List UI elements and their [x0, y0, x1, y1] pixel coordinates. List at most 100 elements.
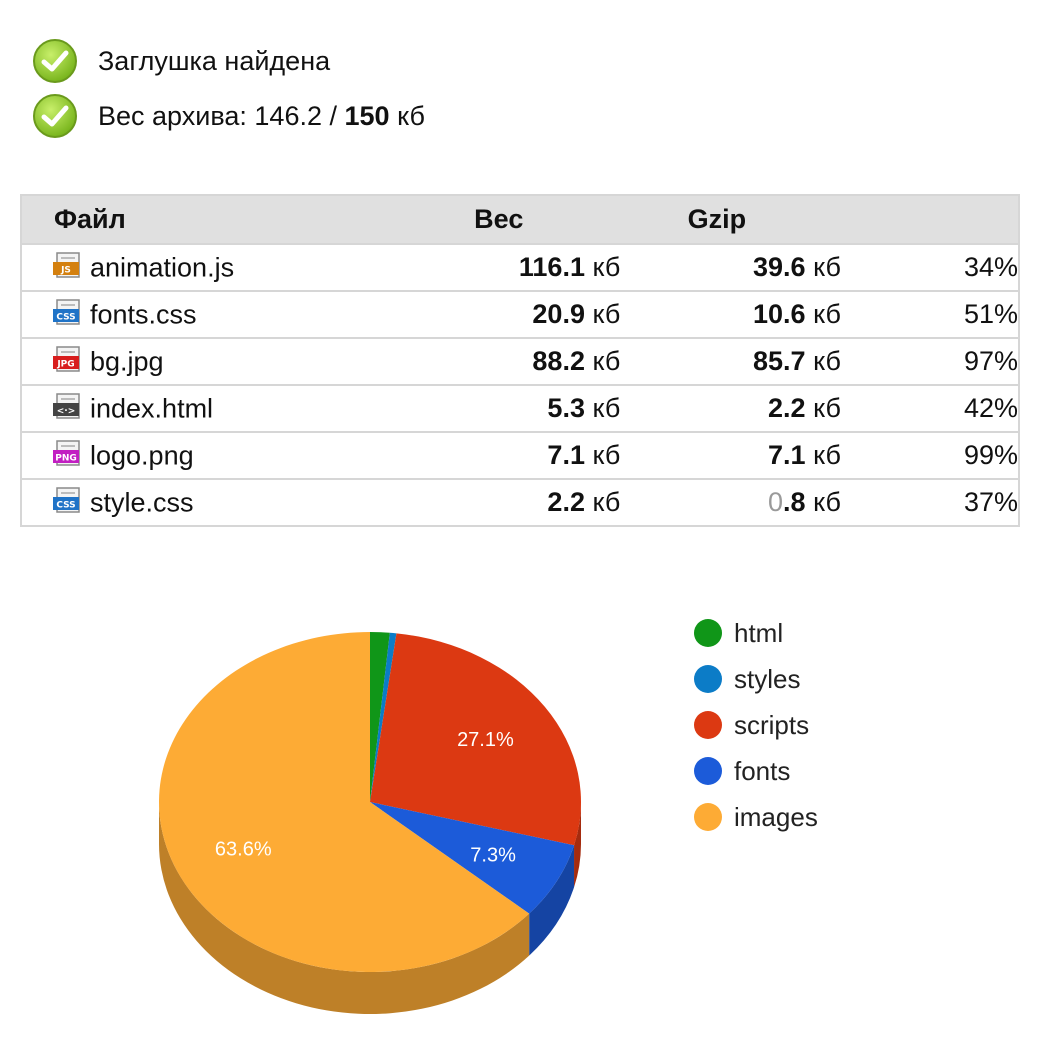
pie-labels: 27.1% 7.3% 63.6% [215, 729, 516, 866]
gzip-value: 10.6 [753, 299, 806, 329]
file-name: bg.jpg [90, 346, 164, 377]
file-name: style.css [90, 487, 194, 518]
header-ratio [840, 195, 1019, 244]
legend-swatch [694, 665, 722, 693]
jpg-file-icon: JPG [53, 346, 80, 373]
unit: кб [592, 440, 621, 470]
file-type-label: JPG [56, 360, 74, 370]
file-type-label: JS [60, 266, 71, 276]
status-text: Заглушка найдена [98, 45, 331, 76]
file-cell: <·> index.html [21, 384, 427, 432]
html-file-icon: <·> [53, 393, 80, 420]
file-cell: CSS style.css [21, 478, 427, 526]
unit: кб [813, 440, 841, 470]
unit: кб [592, 299, 621, 329]
css-file-icon: CSS [53, 487, 80, 514]
archive-size-text: Вес архива: 146.2 / 150 кб [98, 101, 425, 132]
file-cell: CSS fonts.css [21, 290, 427, 338]
file-name: fonts.css [90, 299, 197, 330]
file-type-label: CSS [56, 501, 75, 511]
pie-slice-html [370, 632, 390, 802]
table-row: PNG logo.png 7.1 кб 7.1 кб 99% [21, 431, 1019, 479]
css-file-icon: CSS [53, 299, 80, 326]
size-cell: 116.1 кб [426, 243, 621, 291]
gzip-dim: 0 [768, 487, 784, 517]
size-value: 116.1 [518, 252, 585, 282]
header-gzip: Gzip [687, 195, 841, 244]
file-cell: JS animation.js [21, 243, 427, 291]
gap-cell [620, 478, 688, 526]
unit: кб [592, 346, 621, 376]
table-row: CSS style.css 2.2 кб 0.8 кб 37% [21, 478, 1019, 526]
legend-item-scripts: scripts [694, 702, 818, 748]
legend-swatch [694, 619, 722, 647]
file-type-label: CSS [56, 313, 75, 323]
legend-item-html: html [694, 610, 818, 656]
file-name: logo.png [90, 440, 194, 471]
pie-side-fonts [529, 845, 575, 956]
gzip-value: 7.1 [768, 440, 806, 470]
gzip-cell: 2.2 кб [687, 384, 841, 432]
pie-side-images [159, 802, 530, 1014]
size-value: 2.2 [547, 487, 585, 517]
pie-sides [159, 802, 581, 1014]
size-cell: 7.1 кб [426, 431, 621, 479]
size-value: 5.3 [547, 393, 585, 423]
header-size: Вес [426, 195, 621, 244]
pie-slice-styles [370, 632, 397, 802]
file-cell: JPG bg.jpg [21, 337, 427, 385]
table-row: <·> index.html 5.3 кб 2.2 кб 42% [21, 384, 1019, 432]
size-value: 88.2 [532, 346, 585, 376]
gzip-value: 2.2 [768, 393, 806, 423]
gzip-value: .8 [783, 487, 806, 517]
legend-swatch [694, 711, 722, 739]
gap-cell [620, 290, 688, 338]
gap-cell [620, 337, 688, 385]
check-icon [33, 94, 77, 138]
gzip-value: 85.7 [753, 346, 806, 376]
check-icon [33, 39, 77, 83]
file-name: animation.js [90, 252, 235, 283]
gap-cell [620, 431, 688, 479]
legend-label: scripts [734, 709, 810, 740]
archive-size-current: 146.2 [254, 100, 322, 131]
ratio-cell: 97% [840, 337, 1019, 385]
size-cell: 88.2 кб [426, 337, 621, 385]
unit: кб [813, 252, 841, 282]
archive-size-status: Вес архива: 146.2 / 150 кб [32, 92, 425, 140]
pie-chart: 27.1% 7.3% 63.6% [158, 632, 581, 1014]
unit: кб [813, 346, 841, 376]
gap-cell [620, 243, 688, 291]
file-type-label: PNG [55, 454, 77, 464]
size-cell: 5.3 кб [426, 384, 621, 432]
file-name: index.html [90, 393, 214, 424]
header-file: Файл [21, 195, 427, 244]
header-gap [620, 195, 688, 244]
gzip-cell: 39.6 кб [687, 243, 841, 291]
legend-label: images [734, 801, 818, 832]
chart-legend: html styles scripts fonts images [694, 610, 818, 840]
ratio-cell: 51% [840, 290, 1019, 338]
legend-swatch [694, 803, 722, 831]
table-row: CSS fonts.css 20.9 кб 10.6 кб 51% [21, 290, 1019, 338]
table-row: JPG bg.jpg 88.2 кб 85.7 кб 97% [21, 337, 1019, 385]
js-file-icon: JS [53, 252, 80, 279]
size-value: 20.9 [532, 299, 585, 329]
archive-size-prefix: Вес архива: [98, 100, 255, 131]
archive-size-unit: кб [389, 100, 425, 131]
ratio-cell: 42% [840, 384, 1019, 432]
legend-label: styles [734, 663, 801, 694]
size-cell: 20.9 кб [426, 290, 621, 338]
pie-top [158, 632, 581, 972]
unit: кб [592, 252, 621, 282]
legend-label: fonts [734, 755, 791, 786]
size-value: 7.1 [547, 440, 585, 470]
pie-slice-images [158, 632, 530, 972]
png-file-icon: PNG [53, 440, 80, 467]
gzip-value: 39.6 [753, 252, 806, 282]
gzip-cell: 0.8 кб [687, 478, 841, 526]
unit: кб [813, 487, 841, 517]
file-cell: PNG logo.png [21, 431, 427, 479]
unit: кб [813, 393, 841, 423]
legend-item-styles: styles [694, 656, 818, 702]
